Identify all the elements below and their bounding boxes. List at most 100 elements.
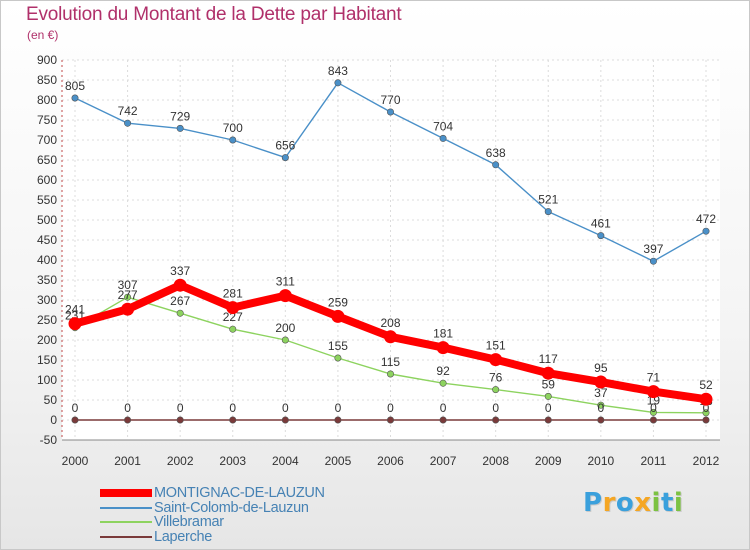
data-label: 181 <box>433 327 453 341</box>
y-tick-label: 650 <box>37 153 57 167</box>
data-label: 0 <box>440 401 447 415</box>
data-label: 115 <box>381 355 400 369</box>
data-point <box>334 354 342 362</box>
y-tick-label: 550 <box>37 193 57 207</box>
data-label: 521 <box>538 193 558 207</box>
data-label: 117 <box>539 352 558 366</box>
y-tick-label: 900 <box>37 53 57 67</box>
data-point <box>439 134 447 142</box>
y-tick-label: 400 <box>37 253 57 267</box>
logo-letter: r <box>602 488 616 518</box>
data-point <box>281 416 289 424</box>
data-point <box>649 408 657 416</box>
data-label: 0 <box>229 401 236 415</box>
data-label: 200 <box>275 321 295 335</box>
data-label: 59 <box>542 377 556 391</box>
data-label: 337 <box>170 264 190 278</box>
legend-label: MONTIGNAC-DE-LAUZUN <box>154 485 325 501</box>
y-tick-label: 200 <box>37 333 57 347</box>
data-label: 700 <box>223 121 243 135</box>
data-label: 0 <box>597 401 604 415</box>
x-tick-label: 2000 <box>62 454 89 468</box>
x-tick-label: 2005 <box>325 454 352 468</box>
data-point <box>492 161 500 169</box>
logo-letter: x <box>634 488 652 518</box>
x-tick-label: 2003 <box>219 454 246 468</box>
data-point <box>386 370 394 378</box>
data-point <box>544 208 552 216</box>
data-point <box>702 416 710 424</box>
y-tick-label: 450 <box>37 233 57 247</box>
data-point <box>649 416 657 424</box>
chart-title: Evolution du Montant de la Dette par Hab… <box>26 4 402 25</box>
data-point <box>649 257 657 265</box>
data-label: 95 <box>594 361 608 375</box>
logo-letter: t <box>660 488 674 518</box>
data-point <box>597 401 605 409</box>
logo-letter: i <box>673 488 684 518</box>
data-label: 805 <box>65 79 85 93</box>
x-tick-label: 2004 <box>272 454 299 468</box>
data-label: 52 <box>699 378 713 392</box>
data-label: 0 <box>335 401 342 415</box>
data-label: 0 <box>650 401 657 415</box>
x-tick-label: 2012 <box>693 454 720 468</box>
data-point <box>229 136 237 144</box>
data-point <box>229 416 237 424</box>
data-label: 241 <box>65 303 85 317</box>
data-label: 638 <box>486 146 506 160</box>
data-point <box>121 302 135 316</box>
logo-letter: P <box>583 488 603 518</box>
data-label: 397 <box>643 242 663 256</box>
data-point <box>699 392 713 406</box>
legend-label: Laperche <box>154 528 213 545</box>
data-point <box>541 366 555 380</box>
data-point <box>646 385 660 399</box>
legend-swatch <box>100 535 152 538</box>
x-tick-label: 2001 <box>114 454 141 468</box>
data-label: 259 <box>328 295 348 309</box>
data-point <box>124 293 132 301</box>
legend-label: Villebramar <box>154 514 224 530</box>
data-label: 0 <box>387 401 394 415</box>
data-label: 151 <box>486 339 506 353</box>
data-point <box>124 416 132 424</box>
x-tick-label: 2009 <box>535 454 562 468</box>
y-tick-label: 700 <box>37 133 57 147</box>
legend-swatch <box>100 521 152 523</box>
data-label: 729 <box>170 109 190 123</box>
data-point <box>702 409 710 417</box>
data-label: 0 <box>177 401 184 415</box>
data-point <box>492 416 500 424</box>
data-label: 0 <box>545 401 552 415</box>
data-point <box>124 119 132 127</box>
data-label: 307 <box>118 278 138 292</box>
y-tick-label: 350 <box>37 273 57 287</box>
data-label: 267 <box>170 294 190 308</box>
data-point <box>702 227 710 235</box>
data-label: 208 <box>380 316 400 330</box>
y-tick-label: 750 <box>37 113 57 127</box>
data-point <box>278 289 292 303</box>
data-label: 37 <box>594 386 608 400</box>
data-point <box>439 379 447 387</box>
data-label: 92 <box>436 364 450 378</box>
logo-letter: o <box>615 488 635 518</box>
data-point <box>334 79 342 87</box>
data-point <box>439 416 447 424</box>
data-label: 0 <box>492 401 499 415</box>
y-tick-label: 800 <box>37 93 57 107</box>
data-point <box>71 416 79 424</box>
data-point <box>597 416 605 424</box>
data-label: 472 <box>696 212 716 226</box>
x-tick-label: 2002 <box>167 454 194 468</box>
data-point <box>68 317 82 331</box>
data-point <box>229 325 237 333</box>
data-label: 71 <box>647 371 661 385</box>
data-point <box>544 392 552 400</box>
data-point <box>544 416 552 424</box>
y-tick-label: 100 <box>37 373 57 387</box>
data-label: 311 <box>276 275 295 289</box>
data-label: 843 <box>328 64 348 78</box>
data-label: 227 <box>223 310 243 324</box>
